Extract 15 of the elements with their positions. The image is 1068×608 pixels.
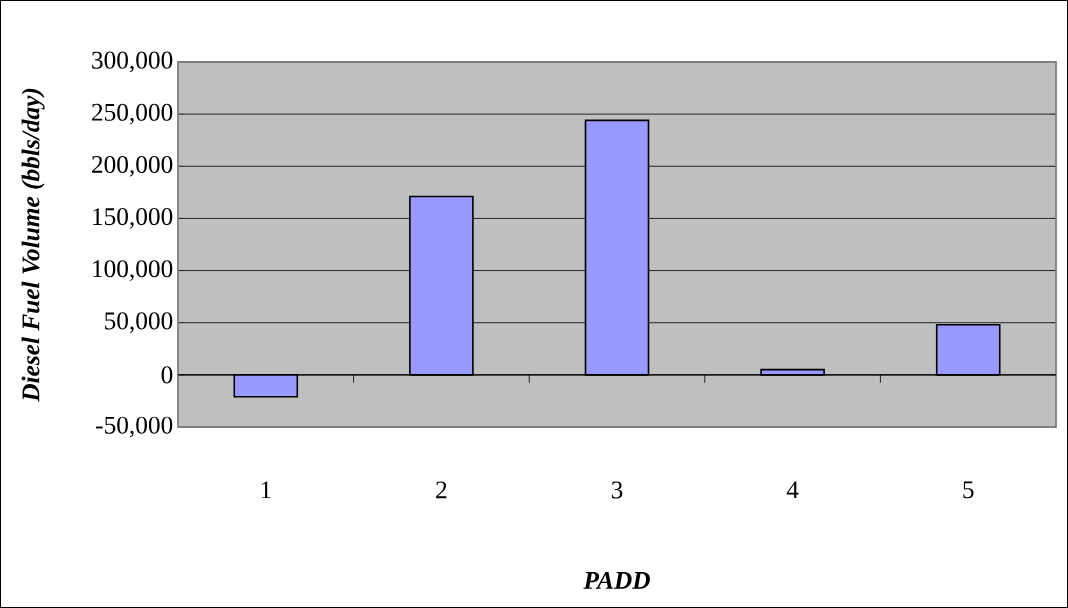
y-tick-label: 100,000	[93, 260, 173, 281]
y-tick-label: 200,000	[92, 155, 173, 177]
y-axis-title: Diesel Fuel Volume (bbls/day)	[21, 88, 45, 402]
x-tick-label: 3	[611, 481, 623, 499]
y-tick-label: -50,000	[96, 416, 173, 438]
y-tick-label: 150,000	[93, 208, 173, 229]
y-tick-label: 0	[161, 366, 173, 384]
x-tick-label: 5	[963, 481, 974, 499]
y-tick-label: 300,000	[92, 51, 173, 73]
x-axis-title: PADD	[583, 571, 650, 589]
x-tick-label: 2	[436, 481, 447, 499]
y-tick-label: 50,000	[105, 312, 173, 334]
x-tick-label: 1	[261, 481, 271, 499]
y-tick-label: 250,000	[92, 103, 173, 125]
x-tick-label: 4	[786, 481, 799, 499]
